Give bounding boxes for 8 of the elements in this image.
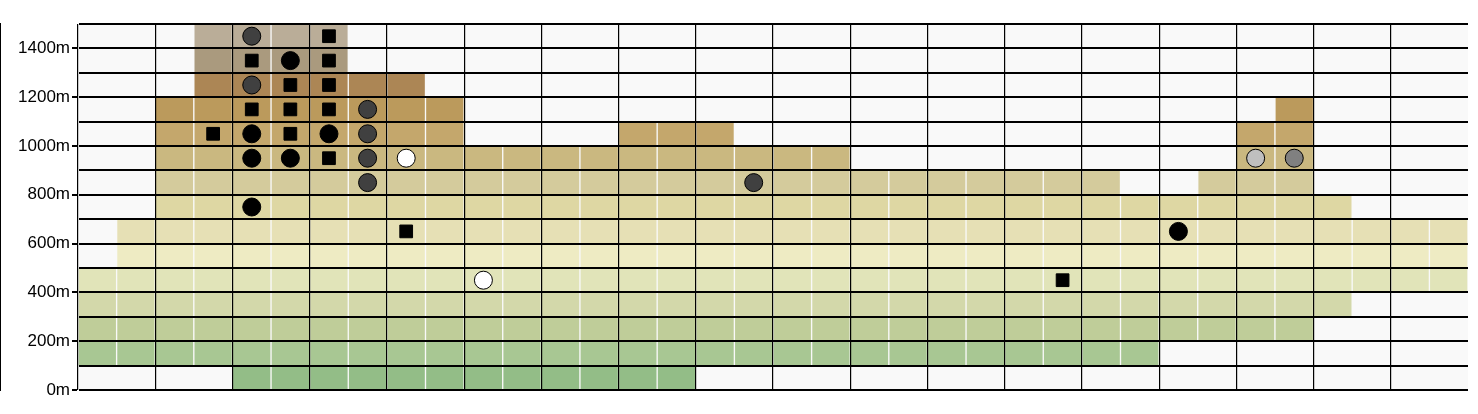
y-tick-label: 1400m <box>18 38 70 58</box>
y-tick-label: 600m <box>27 233 70 253</box>
y-tick-label: 1000m <box>18 135 70 155</box>
y-tick-label: 800m <box>27 184 70 204</box>
y-tick-label: 0m <box>46 379 70 399</box>
y-tick-label: 200m <box>27 330 70 350</box>
y-tick-label: 1200m <box>18 86 70 106</box>
y-tick-label: 400m <box>27 282 70 302</box>
